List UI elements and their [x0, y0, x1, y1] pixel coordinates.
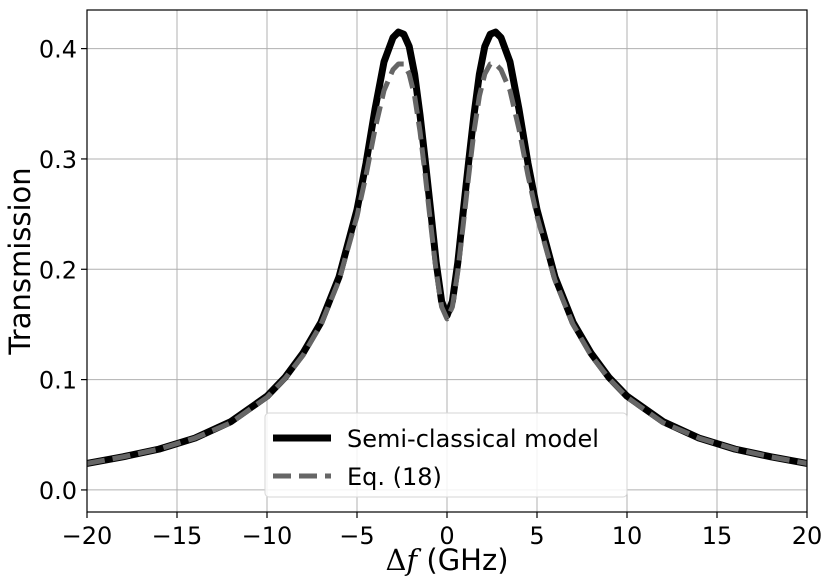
y-tick-label: 0.0	[39, 477, 77, 505]
y-tick-label: 0.4	[39, 36, 77, 64]
plot-area	[87, 28, 807, 467]
y-tick-label: 0.2	[39, 256, 77, 284]
legend: Semi-classical model Eq. (18)	[264, 412, 628, 498]
legend-box	[264, 412, 628, 498]
legend-entry-label: Semi-classical model	[347, 425, 599, 453]
x-axis-label: Δf (GHz)	[385, 543, 508, 577]
x-tick-label: 0	[439, 522, 454, 550]
x-tick-label: 5	[529, 522, 544, 550]
y-axis-label: Transmission	[3, 167, 37, 355]
legend-entry-label: Eq. (18)	[347, 463, 442, 491]
x-tick-label: −10	[242, 522, 293, 550]
y-tick-label: 0.3	[39, 146, 77, 174]
x-axis-label-unit: (GHz)	[417, 543, 508, 577]
x-tick-label: 15	[702, 522, 733, 550]
x-tick-label: −15	[152, 522, 203, 550]
x-tick-label: 10	[612, 522, 643, 550]
x-tick-label: −20	[62, 522, 113, 550]
x-tick-label: 20	[792, 522, 823, 550]
x-tick-label: −5	[339, 522, 374, 550]
series-line-eq18	[87, 61, 807, 466]
y-tick-label: 0.1	[39, 367, 77, 395]
x-axis-label-symbol: Δ	[385, 543, 406, 577]
axis-ticks: −20 −15 −10 −5 0 5 10 15 20 0.0 0.1 0.2 0.3 0.4	[39, 36, 822, 550]
